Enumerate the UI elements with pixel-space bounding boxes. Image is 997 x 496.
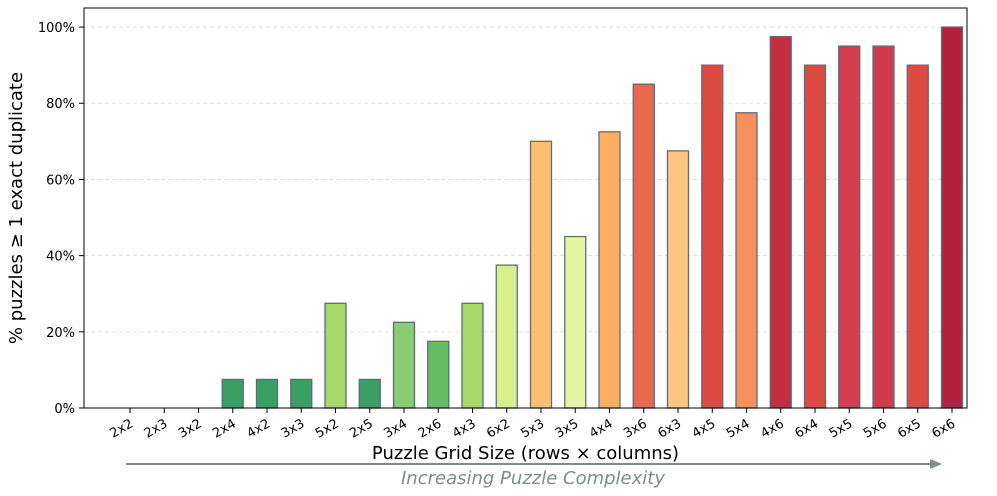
bar-6x6 (940, 26, 964, 409)
x-tick-label: 2x6 (416, 416, 445, 441)
x-tick-label: 3x4 (381, 416, 410, 441)
x-tick-label: 6x5 (895, 416, 924, 441)
gridlines (84, 26, 967, 333)
x-tick-label: 3x5 (553, 416, 582, 441)
x-tick-label: 5x6 (861, 416, 890, 441)
x-tick-label: 4x4 (587, 416, 616, 441)
bar-4x2 (255, 378, 279, 409)
x-tick-label: 5x4 (724, 416, 753, 441)
bar-4x4 (598, 131, 621, 409)
bar-6x2 (495, 264, 518, 409)
bar-6x4 (803, 64, 827, 409)
x-tick-label: 4x6 (758, 416, 787, 441)
bar-5x2 (324, 302, 347, 409)
y-tick-label: 0% (54, 402, 75, 417)
bar-5x3 (529, 140, 553, 409)
x-tick-label: 3x2 (176, 416, 205, 441)
x-tick-label: 4x5 (690, 416, 719, 441)
bar-6x3 (666, 150, 690, 409)
y-axis-ticks: 0% 20% 40% 60% 80% 100% (38, 21, 84, 417)
y-tick-label: 20% (46, 326, 75, 341)
complexity-arrow-head (930, 459, 942, 469)
bar-2x4 (221, 378, 244, 409)
x-tick-label: 2x5 (347, 416, 376, 441)
x-tick-label: 2x4 (210, 416, 239, 441)
x-axis-ticks: 2x2 2x3 3x2 2x4 4x2 3x3 5x2 2x5 3x4 2x6 4x3 6x2 5x3 3… (107, 408, 958, 442)
x-tick-label: 6x3 (655, 416, 684, 441)
bar-5x6 (872, 45, 895, 409)
bars (221, 26, 964, 409)
y-tick-label: 80% (46, 97, 75, 112)
x-axis-label: Puzzle Grid Size (rows × columns) (372, 443, 679, 464)
x-tick-label: 6x4 (792, 416, 821, 441)
x-tick-label: 2x2 (107, 416, 136, 441)
y-tick-label: 60% (46, 173, 75, 188)
x-tick-label: 2x3 (142, 416, 171, 441)
x-tick-label: 3x3 (279, 416, 308, 441)
bar-3x4 (392, 321, 416, 409)
complexity-annotation: Increasing Puzzle Complexity (401, 468, 665, 489)
bar-5x4 (735, 112, 758, 409)
y-tick-label: 100% (38, 21, 75, 36)
bar-4x5 (701, 64, 724, 409)
bar-2x5 (358, 378, 381, 409)
x-tick-label: 3x6 (621, 416, 650, 441)
bar-3x6 (632, 83, 655, 409)
x-tick-label: 4x3 (450, 416, 479, 441)
x-tick-label: 4x2 (244, 416, 273, 441)
plot-frame (83, 7, 968, 409)
x-tick-label: 6x6 (929, 416, 958, 441)
bar-2x6 (427, 340, 450, 409)
bar-3x3 (290, 378, 313, 409)
x-tick-label: 5x3 (518, 416, 547, 441)
bar-4x3 (461, 302, 484, 409)
x-tick-label: 5x2 (313, 416, 342, 441)
x-tick-label: 6x2 (484, 416, 513, 441)
bar-6x5 (906, 64, 929, 409)
x-tick-label: 5x5 (827, 416, 856, 441)
bar-4x6 (769, 35, 792, 409)
bar-5x5 (838, 45, 861, 409)
bar-3x5 (564, 235, 587, 409)
y-axis-label: % puzzles ≥ 1 exact duplicate (6, 72, 27, 344)
y-tick-label: 40% (46, 250, 75, 265)
